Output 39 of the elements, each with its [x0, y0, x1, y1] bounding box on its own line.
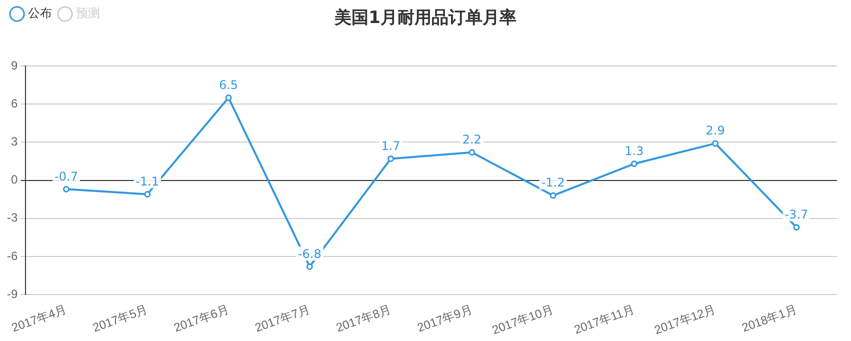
y-tick-label: -6 — [7, 248, 18, 263]
point — [62, 186, 70, 192]
legend-label: 公布 — [28, 6, 52, 20]
x-tick-label: 2017年9月 — [415, 302, 474, 335]
y-tick-label: -9 — [7, 286, 18, 301]
data-label: -6.8 — [298, 246, 322, 261]
point — [388, 155, 394, 162]
data-label: -1.2 — [541, 176, 565, 190]
chart-title: 美国1月耐用品订单月率 — [334, 8, 516, 28]
y-tick-label: 0 — [10, 172, 18, 187]
data-label: 2.2 — [462, 132, 482, 146]
point — [144, 191, 151, 198]
point — [712, 140, 719, 147]
data-label: 1.3 — [624, 144, 644, 158]
data-label: 1.7 — [381, 138, 400, 153]
y-tick-label: 6 — [10, 96, 18, 110]
data-label: -3.7 — [784, 207, 808, 222]
point — [468, 149, 476, 156]
point — [550, 192, 556, 199]
x-tick-label: 2017年4月 — [10, 302, 68, 335]
y-tick-label: 9 — [10, 58, 18, 72]
y-tick-label: 3 — [10, 134, 18, 148]
data-label: 2.9 — [706, 124, 725, 138]
x-tick-label: 2017年8月 — [334, 302, 393, 335]
x-tick-label: 2017年10月 — [490, 302, 556, 338]
data-label: -1.1 — [136, 174, 160, 188]
point — [630, 160, 638, 168]
x-tick-label: 2018年1月 — [740, 302, 799, 335]
x-tick-label: 2017年6月 — [172, 302, 231, 335]
point — [306, 263, 313, 270]
x-tick-label: 2017年5月 — [90, 302, 150, 335]
point — [793, 224, 800, 231]
data-label: 6.5 — [218, 78, 238, 92]
x-tick-label: 2017年7月 — [253, 302, 312, 335]
data-label: -0.7 — [54, 169, 78, 184]
x-tick-label: 2017年11月 — [572, 302, 636, 337]
x-tick-label: 2017年12月 — [652, 302, 718, 338]
point — [225, 94, 232, 101]
y-tick-label: -3 — [7, 210, 18, 225]
